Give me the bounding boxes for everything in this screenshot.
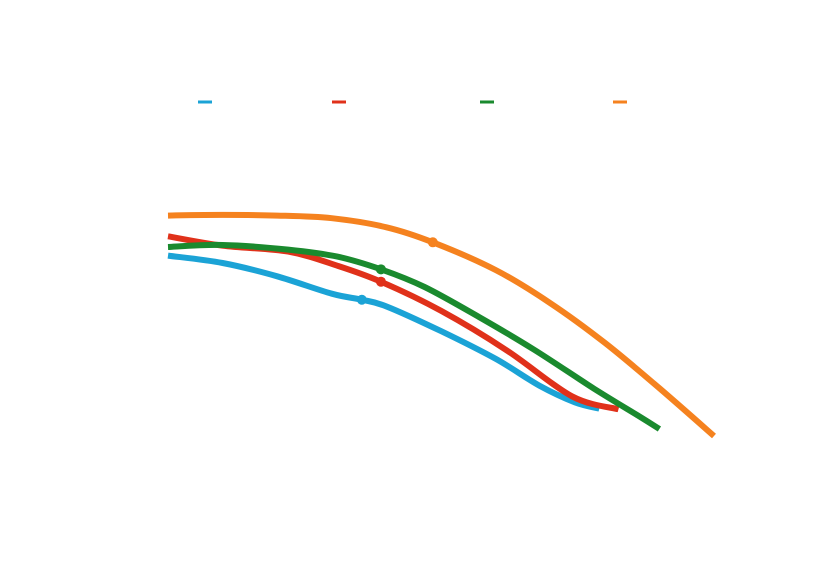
series-2-marker — [375, 276, 386, 287]
series-4-line — [167, 211, 716, 439]
series-1-marker — [356, 294, 367, 305]
series-2-line — [167, 233, 620, 413]
series-4-marker — [427, 237, 438, 248]
series-3-line — [167, 241, 662, 432]
series-3-marker — [375, 264, 386, 275]
series-1-line — [167, 252, 601, 412]
plot-area — [167, 211, 716, 439]
